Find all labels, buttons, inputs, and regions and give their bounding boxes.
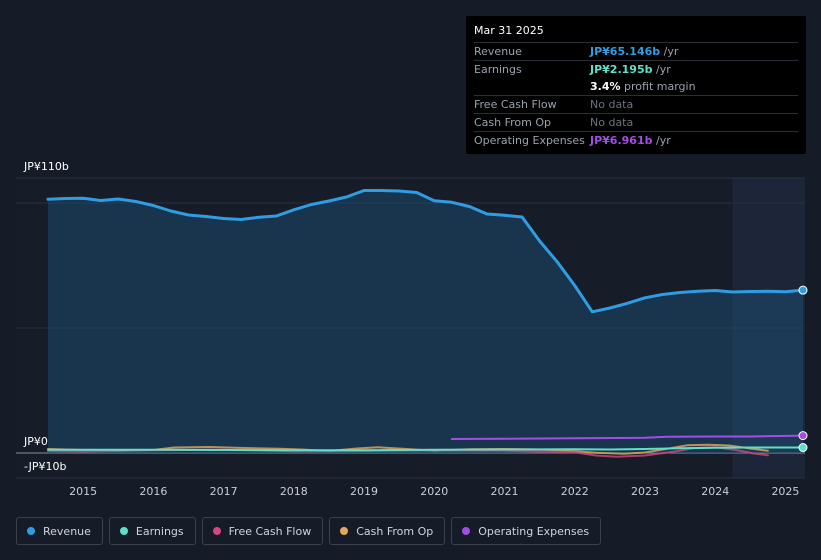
legend-label: Earnings [135,524,184,538]
x-tick-label: 2022 [561,485,589,498]
x-tick-label: 2023 [631,485,659,498]
x-tick-label: 2025 [771,485,799,498]
tooltip-row-revenue: Revenue JP¥65.146b /yr [474,42,798,60]
legend-item-cash-from-op[interactable]: Cash From Op [329,517,446,545]
revenue-end-marker [798,285,808,295]
x-tick-label: 2020 [420,485,448,498]
tooltip-value: JP¥2.195b [590,63,653,76]
legend-label: Operating Expenses [478,524,590,538]
y-tick-label-zero: JP¥0 [24,435,48,448]
x-tick-label: 2019 [350,485,378,498]
revenue-area [48,190,803,453]
tooltip-label [474,78,590,95]
tooltip-value: JP¥6.961b [590,134,653,147]
x-tick-label: 2017 [210,485,238,498]
tooltip-value: 3.4% [590,80,621,93]
x-tick-label: 2024 [701,485,729,498]
legend-dot-icon [119,527,128,535]
legend-item-operating-expenses[interactable]: Operating Expenses [451,517,602,545]
tooltip-row-cfo: Cash From Op No data [474,113,798,131]
legend-dot-icon [340,527,349,535]
legend-item-free-cash-flow[interactable]: Free Cash Flow [201,517,324,545]
tooltip-label: Operating Expenses [474,134,585,147]
tooltip-value: No data [590,98,634,111]
operating-expenses-end-marker [798,431,808,441]
legend-item-earnings[interactable]: Earnings [108,517,196,545]
legend-dot-icon [212,527,221,535]
x-tick-label: 2018 [280,485,308,498]
x-tick-label: 2021 [491,485,519,498]
tooltip-row-fcf: Free Cash Flow No data [474,95,798,113]
legend-item-revenue[interactable]: Revenue [16,517,103,545]
earnings-line [47,446,804,452]
tooltip: Mar 31 2025 Revenue JP¥65.146b /yr Earni… [466,16,806,154]
tooltip-value: No data [590,116,634,129]
tooltip-row-earnings: Earnings JP¥2.195b /yr [474,60,798,78]
y-tick-label-min: -JP¥10b [24,460,67,473]
earnings-end-marker [798,443,808,453]
legend-dot-icon [27,527,35,535]
operating-expenses-line [450,434,804,440]
tooltip-date: Mar 31 2025 [474,24,544,37]
tooltip-label: Earnings [474,63,522,76]
tooltip-unit: profit margin [624,80,696,93]
legend-label: Free Cash Flow [228,524,312,538]
legend: Revenue Earnings Free Cash Flow Cash Fro… [16,517,602,545]
tooltip-label: Cash From Op [474,116,552,129]
legend-label: Revenue [43,524,91,538]
tooltip-row-margin: 3.4% profit margin [474,78,798,95]
tooltip-unit: /yr [663,45,679,58]
tooltip-label: Free Cash Flow [474,98,557,111]
legend-dot-icon [462,527,471,535]
legend-label: Cash From Op [356,524,434,538]
revenue-line [46,189,805,314]
tooltip-row-opex: Operating Expenses JP¥6.961b /yr [474,131,798,149]
tooltip-unit: /yr [655,134,671,147]
tooltip-value: JP¥65.146b [590,45,661,58]
x-tick-label: 2016 [139,485,167,498]
y-tick-label-max: JP¥110b [24,160,69,173]
x-tick-label: 2015 [69,485,97,498]
tooltip-unit: /yr [655,63,671,76]
tooltip-label: Revenue [474,45,522,58]
